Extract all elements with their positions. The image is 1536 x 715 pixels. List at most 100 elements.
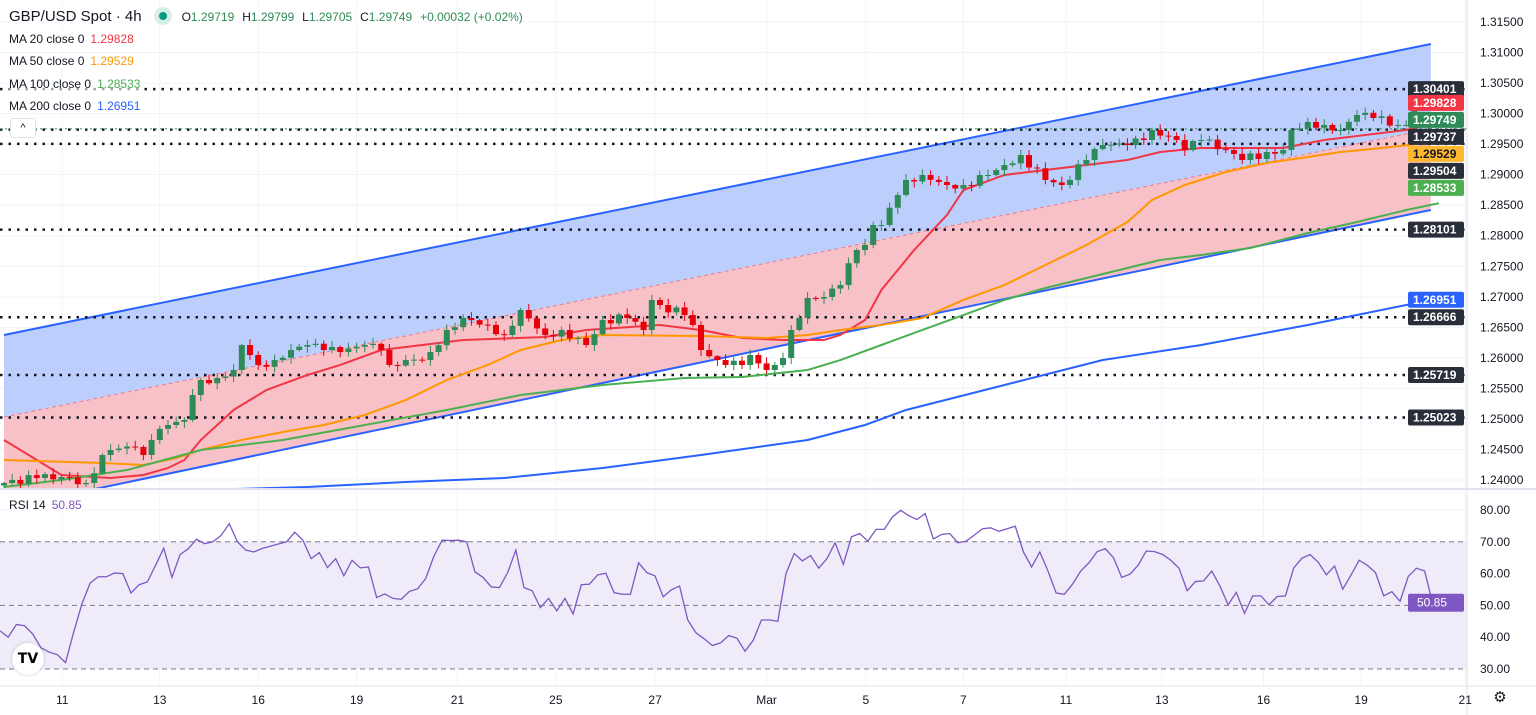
candle-body	[279, 357, 286, 361]
price-label: 1.28533	[1413, 181, 1457, 195]
candle-body	[657, 299, 663, 305]
candle-body	[575, 337, 581, 339]
candle-body	[1370, 112, 1377, 119]
candle-body	[517, 310, 524, 326]
candle-body	[1255, 153, 1262, 159]
candle-body	[673, 307, 680, 313]
rsi-legend[interactable]: RSI 14 50.85	[9, 498, 82, 512]
price-label: 1.25719	[1413, 368, 1457, 382]
candle-body	[50, 474, 57, 480]
candle-body	[632, 318, 639, 322]
candle-body	[132, 446, 139, 448]
price-tick-label: 1.27500	[1480, 259, 1524, 273]
candle-body	[1173, 136, 1180, 140]
candle-body	[288, 350, 294, 358]
candle-body	[821, 296, 827, 299]
candle-body	[320, 343, 327, 351]
candle-body	[812, 297, 819, 299]
rsi-value-label: 50.85	[1417, 596, 1447, 610]
channel-middle-line	[3, 128, 1431, 418]
horizontal-levels[interactable]	[0, 87, 1467, 419]
candle-body	[255, 355, 262, 365]
candle-body	[1296, 128, 1303, 130]
channel-lower-fill	[4, 128, 1431, 488]
candle-body	[591, 334, 598, 345]
candle-body	[115, 448, 122, 450]
candle-body	[1272, 152, 1278, 154]
candle-body	[197, 379, 204, 396]
symbol-title[interactable]: GBP/USD Spot · 4h	[9, 8, 142, 25]
candle-body	[722, 360, 729, 365]
candle-body	[9, 479, 16, 484]
candle-body	[862, 244, 868, 250]
candle-body	[493, 324, 499, 335]
candle-body	[206, 379, 212, 384]
candle-body	[58, 476, 65, 480]
time-tick-label: 21	[451, 693, 465, 707]
candle-body	[1280, 150, 1287, 154]
candle-body	[607, 320, 614, 324]
candle-body	[985, 174, 991, 176]
candle-body	[1026, 155, 1032, 168]
candle-body	[312, 343, 319, 345]
rsi-tick-label: 60.00	[1480, 567, 1510, 581]
price-label: 1.29737	[1413, 130, 1457, 144]
candle-body	[74, 477, 81, 485]
candle-body	[370, 343, 376, 345]
ma200-legend[interactable]: MA 200 close 0 1.26951	[9, 99, 141, 113]
candle-body	[935, 179, 942, 182]
time-tick-label: 27	[648, 693, 662, 707]
candle-body	[689, 315, 696, 325]
time-tick-label: 7	[960, 693, 967, 707]
candle-body	[583, 337, 590, 345]
candle-body	[550, 334, 557, 337]
channel-upper-fill	[4, 43, 1431, 418]
candle-body	[271, 360, 278, 367]
tradingview-logo[interactable]: TV	[12, 643, 44, 675]
price-label-box	[1408, 291, 1464, 308]
candle-body	[33, 475, 40, 479]
price-label-box	[1408, 309, 1464, 326]
candle-body	[165, 425, 171, 429]
price-label: 1.28101	[1413, 223, 1457, 237]
candle-body	[1395, 124, 1401, 126]
price-tick-label: 1.31500	[1480, 15, 1524, 29]
candle-body	[1058, 182, 1065, 185]
ma-line-ma20	[3, 123, 1432, 480]
candle-body	[443, 329, 450, 346]
candle-body	[238, 344, 245, 370]
ma20-legend[interactable]: MA 20 close 0 1.29828	[9, 32, 134, 46]
ma-line-ma50	[3, 141, 1431, 467]
price-tick-label: 1.27000	[1480, 290, 1524, 304]
candle-body	[1009, 163, 1016, 166]
price-tick-label: 1.30000	[1480, 107, 1524, 121]
candle-body	[599, 320, 606, 335]
candle-body	[394, 364, 401, 366]
candle-body	[468, 318, 475, 321]
price-tick-label: 1.29500	[1480, 137, 1524, 151]
candle-body	[624, 314, 631, 319]
candle-body	[558, 329, 565, 337]
candle-body	[1034, 167, 1041, 169]
candle-body	[1386, 116, 1393, 126]
candle-body	[1206, 139, 1213, 141]
gear-icon[interactable]: ⚙	[1493, 689, 1507, 706]
ma50-legend[interactable]: MA 50 close 0 1.29529	[9, 54, 134, 68]
rsi-pane	[0, 509, 1467, 670]
candle-body	[747, 355, 754, 365]
ma100-legend[interactable]: MA 100 close 0 1.28533	[9, 77, 141, 91]
ma-line-ma100	[3, 202, 1440, 488]
candle-body	[337, 347, 344, 353]
chevron-up-icon[interactable]: ^	[10, 118, 36, 138]
candle-body	[952, 184, 959, 189]
candle-body	[1288, 129, 1295, 151]
candle-body	[648, 299, 655, 330]
candle-body	[698, 324, 704, 351]
rsi-tick-label: 30.00	[1480, 662, 1510, 676]
time-tick-label: Mar	[756, 693, 777, 707]
candle-body	[296, 346, 303, 351]
candle-body	[853, 249, 860, 264]
candle-body	[230, 369, 237, 377]
